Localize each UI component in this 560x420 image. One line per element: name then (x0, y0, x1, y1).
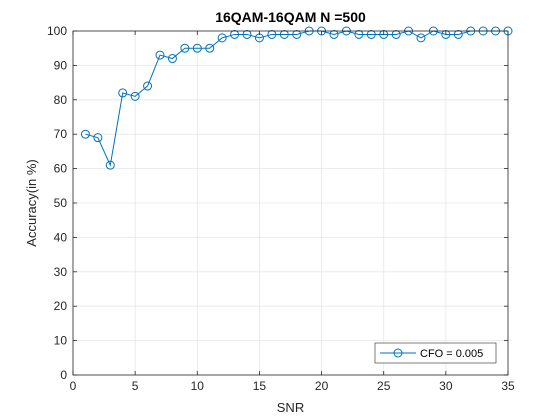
data-point (354, 29, 364, 39)
data-point (105, 160, 115, 170)
data-point (155, 50, 165, 60)
data-point (180, 43, 190, 53)
y-tick-label: 30 (54, 265, 68, 279)
x-tick-label: 25 (377, 379, 391, 393)
data-point (80, 129, 90, 139)
y-tick-label: 100 (47, 24, 67, 38)
y-tick-label: 90 (54, 58, 68, 72)
y-axis-label: Accuracy(in %) (24, 159, 39, 246)
data-point (279, 29, 289, 39)
data-point (143, 81, 153, 91)
x-tick-label: 0 (70, 379, 77, 393)
data-point (93, 133, 103, 143)
data-point (416, 33, 426, 43)
data-point (267, 29, 277, 39)
data-point (391, 29, 401, 39)
data-point (118, 88, 128, 98)
data-point (130, 91, 140, 101)
data-point (441, 29, 451, 39)
data-point (230, 29, 240, 39)
tick-marks (72, 30, 509, 376)
x-axis-label: SNR (277, 400, 304, 415)
data-point (329, 29, 339, 39)
chart-title: 16QAM-16QAM N =500 (215, 9, 366, 25)
x-tick-label: 30 (439, 379, 453, 393)
legend: CFO = 0.005 (374, 342, 497, 364)
data-point (167, 54, 177, 64)
data-point (292, 29, 302, 39)
y-tick-label: 50 (54, 196, 68, 210)
x-tick-label: 20 (315, 379, 329, 393)
data-point (366, 29, 376, 39)
data-point (205, 43, 215, 53)
y-tick-label: 20 (54, 299, 68, 313)
data-point (242, 29, 252, 39)
y-tick-label: 70 (54, 127, 68, 141)
x-tick-label: 15 (253, 379, 267, 393)
x-tick-labels: 0 5 10 15 20 25 30 35 (70, 379, 515, 393)
data-point (192, 43, 202, 53)
legend-label: CFO = 0.005 (420, 348, 483, 360)
x-tick-label: 10 (191, 379, 205, 393)
data-point (379, 29, 389, 39)
y-tick-label: 60 (54, 162, 68, 176)
y-tick-label: 40 (54, 230, 68, 244)
y-tick-labels: 0 10 20 30 40 50 60 70 80 90 100 (47, 24, 67, 382)
y-tick-label: 80 (54, 93, 68, 107)
data-point (217, 33, 227, 43)
y-tick-label: 0 (60, 368, 67, 382)
x-tick-label: 5 (132, 379, 139, 393)
legend-box (374, 342, 497, 364)
x-tick-label: 35 (501, 379, 515, 393)
y-tick-label: 10 (54, 334, 68, 348)
data-point (453, 29, 463, 39)
legend-marker-sample (393, 348, 403, 358)
